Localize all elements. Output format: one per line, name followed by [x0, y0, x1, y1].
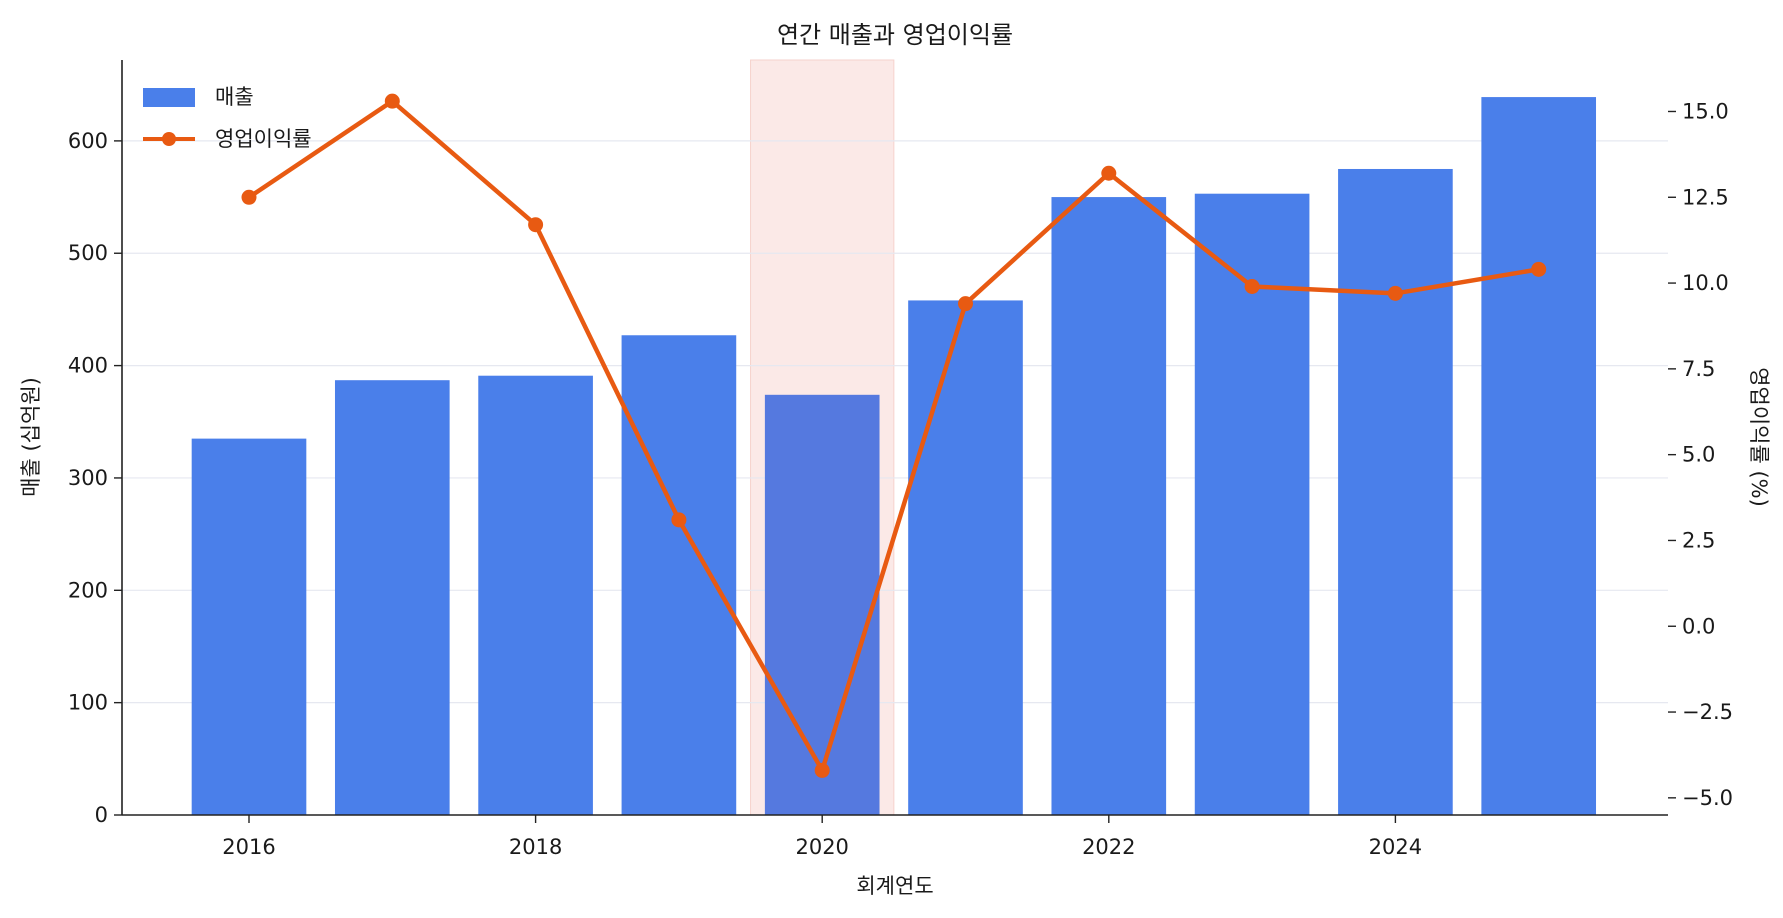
- legend-label-revenue: 매출: [215, 85, 254, 109]
- bar-revenue: [908, 300, 1023, 816]
- point-margin: [1387, 285, 1403, 301]
- x-tick-label: 2024: [1369, 835, 1422, 859]
- bar-revenue: [1481, 97, 1597, 816]
- point-margin: [1244, 279, 1260, 294]
- point-margin: [1531, 261, 1547, 277]
- bar-revenue: [191, 438, 307, 815]
- point-margin: [528, 217, 544, 233]
- y2-tick-label: 2.5: [1682, 528, 1715, 552]
- legend-swatch-margin-marker: [162, 132, 176, 146]
- bar-revenue: [1338, 168, 1453, 815]
- x-axis-title: 회계연도: [856, 874, 933, 898]
- y2-tick-label: 15.0: [1682, 99, 1729, 123]
- bar-revenue: [764, 394, 880, 815]
- y2-tick-label: 0.0: [1682, 614, 1715, 638]
- y-tick-label: 500: [68, 241, 108, 265]
- axes-layer: [121, 60, 1668, 816]
- x-tick-label: 2022: [1082, 835, 1135, 859]
- legend-swatch-revenue: [143, 88, 195, 107]
- y-tick-label: 600: [68, 129, 108, 153]
- bar-revenue: [478, 375, 593, 815]
- x-tick-label: 2016: [222, 835, 275, 859]
- line-layer: [241, 93, 1547, 778]
- y2-tick-label: 7.5: [1682, 357, 1715, 381]
- point-margin: [241, 189, 257, 205]
- y-tick-label: 400: [68, 354, 108, 378]
- x-tick-label: 2018: [509, 835, 562, 859]
- y-tick-label: 100: [68, 691, 108, 715]
- bar-layer: [191, 97, 1597, 816]
- bar-revenue: [1051, 197, 1167, 815]
- y-axis-title: 매출 (십억원): [19, 377, 43, 497]
- bar-revenue: [1194, 193, 1310, 815]
- line-margin: [247, 98, 1540, 773]
- y-tick-label: 300: [68, 466, 108, 490]
- point-margin: [1101, 165, 1117, 181]
- legend: 매출 영업이익률: [143, 85, 312, 151]
- y2-tick-label: 5.0: [1682, 443, 1715, 467]
- chart-title: 연간 매출과 영업이익률: [777, 21, 1013, 49]
- bar-revenue: [621, 335, 737, 815]
- legend-label-margin: 영업이익률: [215, 127, 312, 151]
- point-margin: [671, 512, 687, 528]
- y2-tick-label: −2.5: [1682, 700, 1733, 724]
- point-margin: [384, 93, 400, 109]
- y2-tick-label: 10.0: [1682, 271, 1729, 295]
- y2-tick-label: −5.0: [1682, 786, 1733, 810]
- x-tick-label: 2020: [795, 835, 848, 859]
- y-tick-label: 200: [68, 578, 108, 602]
- y2-tick-label: 12.5: [1682, 185, 1729, 209]
- point-margin: [814, 762, 830, 778]
- bar-revenue: [334, 380, 450, 815]
- point-margin: [958, 296, 973, 312]
- tick-layer: 0 100 200 300 400 500 600 −5.0 −2.5 0.0 2.5 5.0 7.5 1…: [68, 99, 1733, 859]
- y2-axis-title: 영업이익률 (%): [1747, 367, 1771, 507]
- y-tick-label: 0: [95, 803, 108, 827]
